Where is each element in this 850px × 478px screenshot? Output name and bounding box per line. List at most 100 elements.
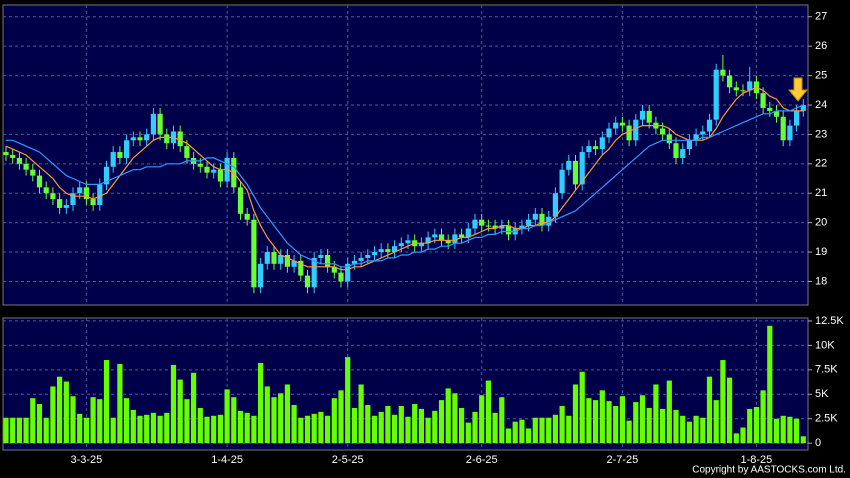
candle-body xyxy=(706,119,713,132)
volume-bar xyxy=(77,413,83,444)
candle-body xyxy=(700,131,706,135)
candle-body xyxy=(237,187,244,214)
candle-body xyxy=(398,243,404,247)
candle-body xyxy=(780,116,786,141)
volume-bar xyxy=(164,412,170,444)
candle-body xyxy=(794,110,800,126)
y-tick-label: 5K xyxy=(815,388,829,400)
volume-bar xyxy=(740,427,746,444)
volume-bar xyxy=(358,384,364,444)
candle-body xyxy=(36,175,43,188)
volume-bar xyxy=(398,406,404,444)
candle-body xyxy=(251,219,257,288)
candle-body xyxy=(284,255,290,267)
volume-bar xyxy=(224,389,230,444)
candle-body xyxy=(130,137,136,141)
volume-bar xyxy=(211,415,217,444)
candle-body xyxy=(358,257,364,261)
candle-body xyxy=(733,87,739,91)
candle-body xyxy=(680,149,686,158)
candle-body xyxy=(532,213,538,220)
candle-body xyxy=(579,152,585,185)
y-tick-label: 26 xyxy=(815,40,827,52)
candle-body xyxy=(338,272,344,282)
volume-bar xyxy=(371,415,378,444)
candle-body xyxy=(103,166,110,185)
y-tick-label: 2.5K xyxy=(815,413,838,425)
volume-bar xyxy=(579,371,585,444)
y-tick-label: 25 xyxy=(815,69,827,81)
x-tick-label: 1-4-25 xyxy=(211,454,243,466)
volume-bar xyxy=(767,325,773,444)
moving-average-line xyxy=(5,86,804,271)
volume-bar xyxy=(586,398,592,444)
candle-body xyxy=(124,140,130,158)
volume-bar xyxy=(559,406,565,444)
candle-body xyxy=(392,246,398,253)
signal-arrow xyxy=(787,77,809,102)
volume-bar xyxy=(794,418,800,444)
candle-body xyxy=(197,163,203,167)
volume-bar xyxy=(117,363,123,444)
volume-bar xyxy=(606,401,612,444)
volume-bar xyxy=(365,405,371,444)
volume-bar xyxy=(258,362,264,444)
candle-body xyxy=(311,257,317,288)
candle-body xyxy=(57,199,63,208)
volume-bar xyxy=(552,414,558,444)
candle-body xyxy=(800,105,806,111)
candle-body xyxy=(492,225,498,229)
volume-bar xyxy=(284,384,290,444)
volume-bar xyxy=(412,404,418,444)
volume-bar xyxy=(405,416,411,444)
volume-bar xyxy=(137,415,143,444)
volume-bar xyxy=(291,405,297,444)
volume-bar xyxy=(304,415,311,444)
candle-body xyxy=(204,166,210,173)
volume-bar xyxy=(30,398,36,444)
volume-bar xyxy=(130,409,136,444)
candle-body xyxy=(23,163,29,170)
candle-body xyxy=(425,237,431,244)
candle-body xyxy=(157,113,163,135)
volume-bar xyxy=(150,412,156,444)
volume-bar xyxy=(499,397,505,444)
volume-bar xyxy=(747,408,753,444)
volume-bar xyxy=(753,406,759,444)
y-tick-label: 10K xyxy=(815,339,835,351)
candle-body xyxy=(70,193,76,205)
volume-bar xyxy=(613,406,619,444)
candle-body xyxy=(472,219,478,229)
volume-bar xyxy=(438,400,445,444)
y-tick-label: 27 xyxy=(815,11,827,23)
volume-bar xyxy=(50,386,56,444)
candle-body xyxy=(660,128,666,135)
candle-body xyxy=(479,219,485,226)
candle-body xyxy=(633,119,639,141)
volume-bar xyxy=(170,364,177,444)
candle-body xyxy=(693,134,699,141)
volume-bar xyxy=(512,421,518,444)
candle-body xyxy=(418,243,424,247)
volume-bar xyxy=(646,407,652,444)
volume-bar xyxy=(378,411,384,444)
x-tick-label: 2-5-25 xyxy=(332,454,364,466)
candle-body xyxy=(211,169,217,173)
y-tick-label: 24 xyxy=(815,99,827,111)
volume-bar xyxy=(331,398,337,444)
volume-bar xyxy=(271,397,277,444)
volume-bar xyxy=(311,413,317,444)
y-tick-label: 12.5K xyxy=(815,315,844,327)
volume-bar xyxy=(10,417,16,444)
candle-body xyxy=(646,110,652,123)
volume-bar xyxy=(479,395,485,444)
volume-bar xyxy=(566,415,572,444)
candle-body xyxy=(767,107,773,111)
volume-bar xyxy=(593,400,599,444)
candle-body xyxy=(438,234,445,241)
volume-bar xyxy=(144,414,150,444)
candle-body xyxy=(459,234,465,238)
candle-body xyxy=(465,228,471,238)
candle-body xyxy=(83,187,89,200)
volume-bar xyxy=(191,372,197,444)
